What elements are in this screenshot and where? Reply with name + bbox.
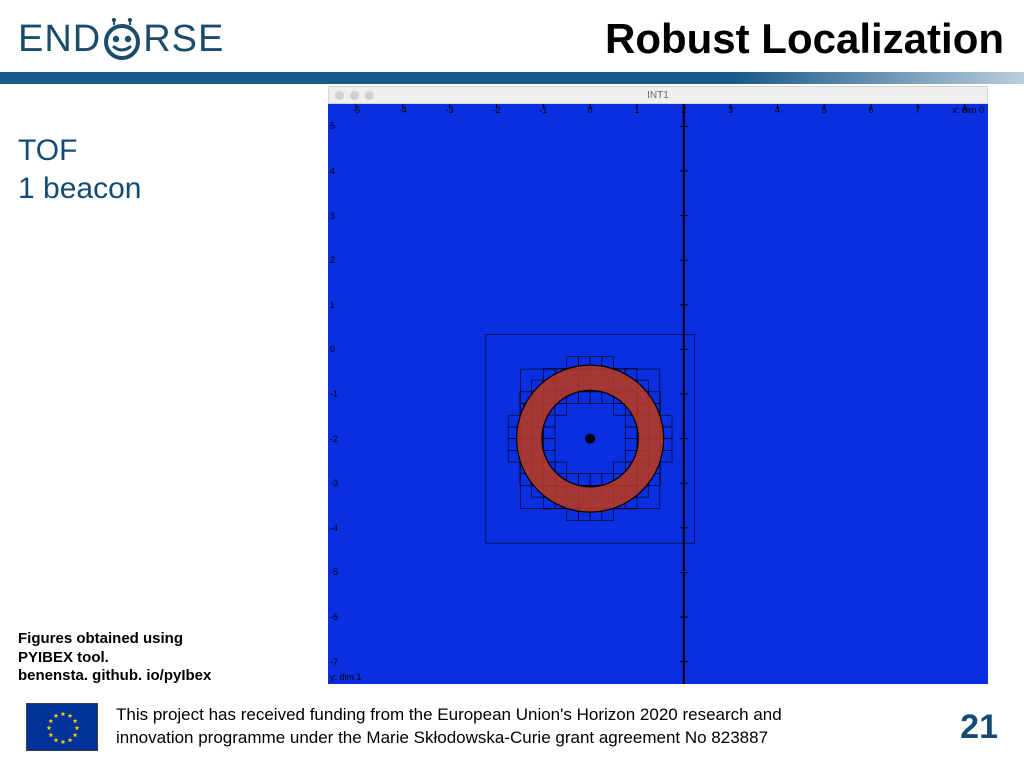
y-tick-label: -6	[330, 612, 338, 622]
funding-text: This project has received funding from t…	[116, 704, 942, 750]
figure-caption: Figures obtained using PYIBEX tool. bene…	[18, 630, 211, 686]
x-tick-label: -1	[539, 105, 547, 115]
funding-l2: innovation programme under the Marie Skł…	[116, 727, 942, 750]
beacon-label: 1 beacon	[18, 172, 141, 206]
x-tick-label: 4	[775, 105, 780, 115]
x-tick-label: 2	[681, 105, 686, 115]
y-tick-label: 1	[330, 300, 335, 310]
x-tick-label: 0	[588, 105, 593, 115]
header-rule	[0, 72, 1024, 84]
x-tick-label: 3	[728, 105, 733, 115]
content-area: TOF 1 beacon Figures obtained using PYIB…	[0, 84, 1024, 692]
x-tick-label: 7	[915, 105, 920, 115]
x-tick-label: 5	[822, 105, 827, 115]
logo: END RSE	[18, 18, 224, 61]
logo-text-left: END	[18, 18, 101, 61]
y-tick-label: -7	[330, 657, 338, 667]
eu-flag-icon	[26, 703, 98, 751]
y-tick-label: -3	[330, 478, 338, 488]
x-tick-label: -4	[399, 105, 407, 115]
logo-text-right: RSE	[143, 18, 224, 61]
header: END RSE Robust Localization	[0, 0, 1024, 70]
footer: This project has received funding from t…	[0, 690, 1024, 768]
x-tick-label: 1	[634, 105, 639, 115]
logo-robot-icon	[101, 18, 143, 60]
y-tick-label: 0	[330, 344, 335, 354]
plot-area: x: dim 0 y: dim 1 -5-4-3-2-1012345678543…	[328, 104, 988, 684]
slide-number: 21	[960, 708, 998, 747]
y-tick-label: 5	[330, 121, 335, 131]
x-tick-label: -2	[492, 105, 500, 115]
y-tick-label: 2	[330, 255, 335, 265]
y-tick-label: 3	[330, 211, 335, 221]
page-title: Robust Localization	[605, 15, 1004, 63]
funding-l1: This project has received funding from t…	[116, 704, 942, 727]
y-tick-label: -2	[330, 434, 338, 444]
y-tick-label: 4	[330, 166, 335, 176]
y-tick-label: -4	[330, 523, 338, 533]
x-tick-label: 8	[962, 105, 967, 115]
figure-window: INT1 x: dim 0 y: dim 1 -5-4-3-2-10123456…	[328, 86, 988, 686]
y-tick-label: -5	[330, 567, 338, 577]
caption-l2: PYIBEX tool.	[18, 649, 211, 668]
window-title: INT1	[329, 90, 987, 101]
caption-l3: benensta. github. io/pyIbex	[18, 667, 211, 686]
caption-l1: Figures obtained using	[18, 630, 211, 649]
window-titlebar: INT1	[328, 86, 988, 104]
x-tick-label: 6	[868, 105, 873, 115]
x-tick-label: -5	[352, 105, 360, 115]
y-tick-label: -1	[330, 389, 338, 399]
method-label: TOF	[18, 134, 141, 168]
left-label: TOF 1 beacon	[18, 134, 141, 206]
x-tick-label: -3	[446, 105, 454, 115]
